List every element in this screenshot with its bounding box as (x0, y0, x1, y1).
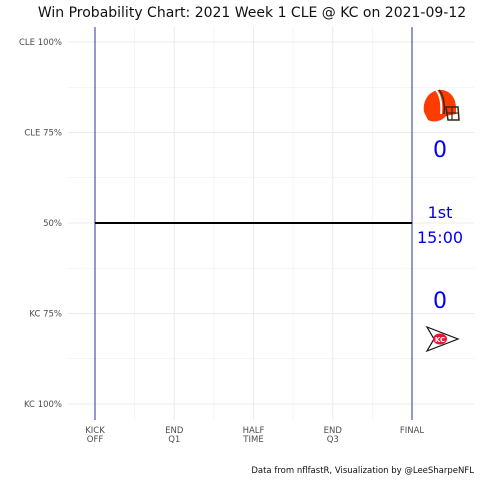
x-tick-label-line: END (165, 426, 184, 436)
x-tick-label: KICK OFF (85, 426, 105, 445)
x-tick-label-line: Q1 (168, 435, 180, 445)
y-tick-label: KC 100% (24, 400, 62, 410)
x-tick-label-line: KICK (85, 426, 105, 436)
home-score: 0 (433, 289, 447, 314)
chart-title: Win Probability Chart: 2021 Week 1 CLE @… (38, 5, 466, 21)
y-tick-label: 50% (43, 219, 62, 229)
x-tick-label-line: TIME (242, 435, 263, 445)
x-tick-label: END Q3 (324, 426, 343, 445)
game-clock: 15:00 (417, 228, 463, 247)
chart-caption: Data from nflfastR, Visualization by @Le… (251, 466, 474, 476)
chiefs-arrowhead-icon: KC (425, 325, 460, 353)
game-quarter: 1st (428, 203, 453, 222)
x-tick-label-line: FINAL (400, 426, 425, 436)
y-axis-ticks: CLE 100% CLE 75% 50% KC 75% KC 100% (19, 38, 62, 410)
x-tick-label: HALF TIME (242, 426, 264, 445)
y-tick-label: CLE 75% (24, 129, 62, 139)
away-score: 0 (433, 138, 447, 163)
browns-helmet-icon (423, 89, 460, 122)
x-tick-label: FINAL (400, 426, 425, 436)
x-tick-label: END Q1 (165, 426, 184, 445)
svg-text:KC: KC (435, 336, 445, 344)
y-tick-label: KC 75% (29, 310, 62, 320)
y-tick-label: CLE 100% (19, 38, 62, 48)
x-tick-label-line: HALF (243, 426, 265, 436)
x-tick-label-line: Q3 (327, 435, 339, 445)
x-tick-label-line: END (324, 426, 343, 436)
x-tick-label-line: OFF (87, 435, 104, 445)
